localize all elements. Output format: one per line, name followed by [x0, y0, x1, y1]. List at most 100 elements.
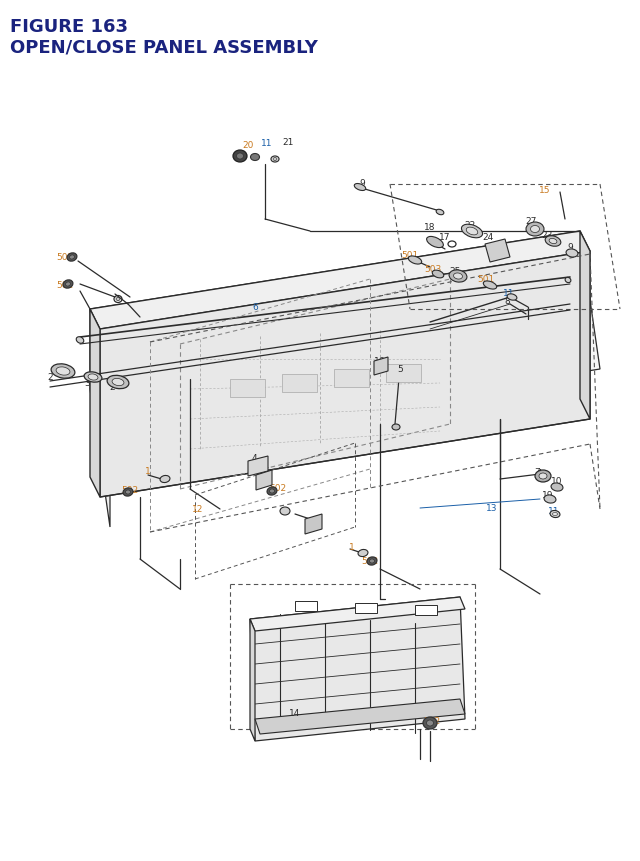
Ellipse shape	[116, 298, 120, 301]
Ellipse shape	[51, 364, 75, 379]
Text: 12: 12	[192, 505, 204, 514]
Text: 11: 11	[503, 288, 515, 297]
Ellipse shape	[531, 226, 540, 233]
Bar	[334, 369, 369, 387]
Ellipse shape	[369, 560, 374, 563]
Text: 502: 502	[362, 557, 379, 566]
Ellipse shape	[432, 271, 444, 279]
Text: 11: 11	[548, 506, 560, 515]
Ellipse shape	[449, 270, 467, 282]
Text: 5: 5	[397, 365, 403, 374]
Ellipse shape	[526, 223, 544, 237]
Ellipse shape	[545, 237, 561, 247]
Ellipse shape	[250, 154, 259, 161]
Ellipse shape	[408, 257, 422, 265]
Text: 15: 15	[540, 185, 551, 195]
Text: 502: 502	[424, 716, 440, 726]
Text: 21: 21	[282, 138, 294, 146]
Text: 26: 26	[259, 467, 269, 476]
Ellipse shape	[358, 550, 368, 557]
Ellipse shape	[483, 282, 497, 290]
Text: 7: 7	[534, 468, 540, 477]
Polygon shape	[580, 232, 590, 419]
Text: 27: 27	[525, 217, 537, 226]
Bar	[415, 605, 437, 616]
Text: 16: 16	[374, 357, 386, 366]
Polygon shape	[90, 232, 590, 330]
Ellipse shape	[70, 256, 74, 260]
Ellipse shape	[454, 274, 463, 280]
Ellipse shape	[466, 228, 478, 236]
Ellipse shape	[65, 282, 70, 287]
Ellipse shape	[550, 511, 560, 518]
Ellipse shape	[436, 210, 444, 215]
Text: 24: 24	[483, 233, 493, 242]
Bar	[355, 604, 377, 613]
Polygon shape	[250, 598, 465, 631]
Text: 8: 8	[504, 297, 510, 307]
Ellipse shape	[367, 557, 377, 566]
Ellipse shape	[237, 154, 243, 160]
Ellipse shape	[461, 225, 483, 238]
Text: 1: 1	[349, 543, 355, 552]
Text: 6: 6	[252, 302, 258, 311]
Ellipse shape	[507, 294, 517, 300]
Bar	[282, 375, 317, 393]
Text: 25: 25	[449, 267, 461, 276]
Ellipse shape	[427, 237, 444, 248]
Ellipse shape	[67, 254, 77, 262]
Text: 18: 18	[424, 223, 436, 232]
Polygon shape	[90, 232, 600, 448]
Bar	[295, 601, 317, 611]
Polygon shape	[250, 598, 465, 741]
Text: OPEN/CLOSE PANEL ASSEMBLY: OPEN/CLOSE PANEL ASSEMBLY	[10, 38, 318, 56]
Bar	[386, 364, 421, 382]
Polygon shape	[255, 699, 465, 734]
Ellipse shape	[269, 489, 275, 493]
Ellipse shape	[426, 720, 433, 726]
Ellipse shape	[535, 470, 551, 482]
Text: 501: 501	[477, 276, 495, 284]
Ellipse shape	[392, 424, 400, 430]
Ellipse shape	[544, 495, 556, 504]
Text: 23: 23	[541, 232, 553, 240]
Text: 2: 2	[109, 382, 115, 391]
Text: 9: 9	[567, 243, 573, 252]
Ellipse shape	[566, 250, 578, 257]
Ellipse shape	[280, 507, 290, 516]
Polygon shape	[90, 310, 110, 528]
Polygon shape	[250, 619, 255, 741]
Ellipse shape	[56, 368, 70, 375]
Ellipse shape	[112, 379, 124, 386]
Text: 19: 19	[542, 491, 554, 500]
Ellipse shape	[551, 483, 563, 492]
Text: 2: 2	[47, 373, 53, 382]
Ellipse shape	[552, 513, 557, 516]
Text: 22: 22	[465, 220, 476, 229]
Ellipse shape	[63, 281, 73, 288]
Text: 503: 503	[424, 265, 442, 274]
Text: 9: 9	[359, 178, 365, 188]
Ellipse shape	[355, 184, 365, 191]
Ellipse shape	[84, 373, 102, 383]
Ellipse shape	[123, 488, 133, 497]
Text: 17: 17	[439, 233, 451, 242]
Text: 502: 502	[56, 253, 74, 263]
Text: 11: 11	[261, 139, 273, 147]
Polygon shape	[305, 514, 322, 535]
Ellipse shape	[125, 491, 131, 494]
Polygon shape	[485, 239, 510, 263]
Ellipse shape	[233, 151, 247, 163]
Text: 501: 501	[401, 251, 419, 259]
Text: 502: 502	[56, 280, 74, 289]
Polygon shape	[256, 470, 272, 491]
Text: FIGURE 163: FIGURE 163	[10, 18, 128, 36]
Text: 502: 502	[269, 484, 287, 493]
Bar	[230, 380, 265, 398]
Ellipse shape	[273, 158, 277, 161]
Polygon shape	[248, 456, 268, 476]
Ellipse shape	[423, 717, 437, 729]
Polygon shape	[374, 357, 388, 375]
Text: 3: 3	[84, 378, 90, 387]
Text: 10: 10	[551, 477, 563, 486]
